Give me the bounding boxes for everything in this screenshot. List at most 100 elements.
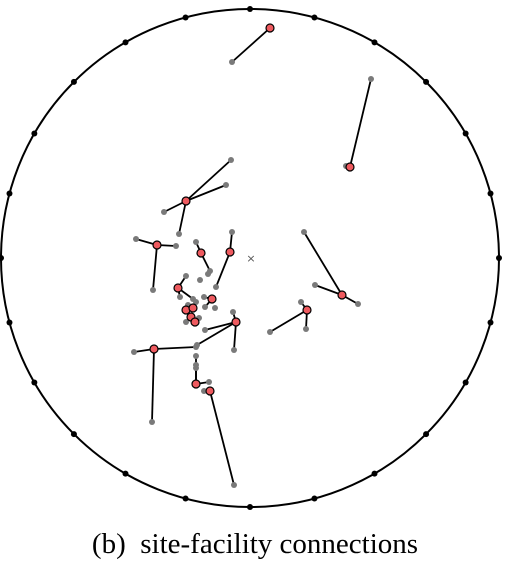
site-point xyxy=(201,388,207,394)
boundary-point xyxy=(487,190,494,197)
connection-line xyxy=(233,321,237,351)
boundary-point xyxy=(70,78,77,85)
boundary-points xyxy=(0,6,502,510)
connection-line xyxy=(153,346,197,350)
site-point xyxy=(312,282,318,288)
facility-point xyxy=(196,248,206,258)
site-point xyxy=(193,362,199,368)
site-point xyxy=(267,329,273,335)
boundary-point xyxy=(487,319,494,326)
site-point xyxy=(201,294,207,300)
facility-point xyxy=(188,303,198,313)
facility-point xyxy=(337,290,347,300)
facility-point xyxy=(191,379,201,389)
boundary-point xyxy=(247,504,253,510)
site-facility-diagram: × xyxy=(0,6,502,510)
facility-point xyxy=(225,247,235,257)
site-point xyxy=(193,239,199,245)
boundary-point xyxy=(70,431,77,438)
site-points xyxy=(131,59,374,488)
boundary-point xyxy=(462,130,469,137)
site-point xyxy=(298,299,304,305)
site-point xyxy=(193,353,199,359)
site-point xyxy=(301,229,307,235)
site-point xyxy=(303,326,309,332)
site-point xyxy=(231,347,237,353)
facility-point xyxy=(345,162,355,172)
facility-point xyxy=(205,386,215,396)
site-point xyxy=(183,319,189,325)
boundary-point xyxy=(496,255,502,261)
boundary-point xyxy=(182,495,189,502)
site-point xyxy=(212,305,218,311)
boundary-point xyxy=(0,255,4,261)
site-point xyxy=(231,482,237,488)
site-point xyxy=(183,273,189,279)
facility-points xyxy=(149,23,355,396)
site-point xyxy=(213,284,219,290)
site-point xyxy=(197,277,203,283)
site-point xyxy=(193,299,199,305)
facility-point xyxy=(190,317,200,327)
site-point xyxy=(202,304,208,310)
caption-text: site-facility connections xyxy=(140,528,419,560)
site-point xyxy=(368,76,374,82)
boundary-point xyxy=(311,14,318,21)
boundary-point xyxy=(6,319,13,326)
site-point xyxy=(228,157,234,163)
site-point xyxy=(176,231,182,237)
boundary-point xyxy=(182,14,189,21)
site-point xyxy=(193,344,199,350)
connection-line xyxy=(185,159,232,202)
site-point xyxy=(177,294,183,300)
connection-line xyxy=(314,284,343,296)
site-point xyxy=(173,243,179,249)
site-point xyxy=(229,59,235,65)
caption-label: (b) xyxy=(91,528,126,560)
connection-line xyxy=(151,348,155,423)
facility-point xyxy=(302,305,312,315)
boundary-point xyxy=(371,39,378,46)
connection-line xyxy=(204,321,237,331)
center-marker: × xyxy=(246,252,255,265)
connection-line xyxy=(178,200,187,235)
boundary-point xyxy=(247,6,253,12)
site-point xyxy=(202,327,208,333)
boundary-point xyxy=(423,431,430,438)
site-point xyxy=(150,287,156,293)
connection-line xyxy=(209,390,235,486)
site-point xyxy=(161,209,167,215)
connection-line xyxy=(349,78,372,168)
facility-point xyxy=(181,196,191,206)
site-point xyxy=(206,379,212,385)
site-point xyxy=(230,309,236,315)
boundary-point xyxy=(311,495,318,502)
boundary-point xyxy=(31,130,38,137)
connection-line xyxy=(231,27,271,63)
connection-line xyxy=(185,184,227,202)
boundary-point xyxy=(31,379,38,386)
site-point xyxy=(131,349,137,355)
boundary-point xyxy=(122,39,129,46)
connection-line xyxy=(152,244,158,291)
site-point xyxy=(223,182,229,188)
boundary-point xyxy=(122,470,129,477)
site-point xyxy=(133,236,139,242)
facility-point xyxy=(152,240,162,250)
site-point xyxy=(149,419,155,425)
boundary-point xyxy=(371,470,378,477)
connection-line xyxy=(215,251,231,288)
boundary-point xyxy=(6,190,13,197)
facility-point xyxy=(173,283,183,293)
facility-point xyxy=(265,23,275,33)
connection-line xyxy=(303,231,343,296)
boundary-point xyxy=(462,379,469,386)
connection-line xyxy=(269,309,308,333)
figure-caption: (b) site-facility connections xyxy=(0,524,510,564)
facility-point xyxy=(149,344,159,354)
boundary-point xyxy=(423,78,430,85)
facility-point xyxy=(231,317,241,327)
site-point xyxy=(205,271,211,277)
facility-point xyxy=(207,294,217,304)
connection-line xyxy=(196,321,237,346)
